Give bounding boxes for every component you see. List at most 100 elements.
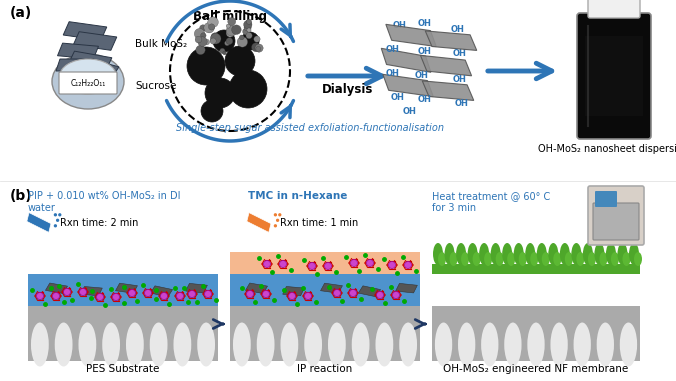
Ellipse shape [496,252,504,266]
Ellipse shape [456,243,466,265]
FancyBboxPatch shape [595,191,617,207]
Text: Rxn time: 1 min: Rxn time: 1 min [280,218,358,228]
Text: OH: OH [391,93,405,102]
Circle shape [210,38,216,44]
Circle shape [97,293,103,301]
Circle shape [226,29,235,37]
Ellipse shape [126,322,144,367]
Ellipse shape [507,252,515,266]
Circle shape [225,46,255,76]
Circle shape [199,25,206,31]
Circle shape [228,18,236,26]
Text: (a): (a) [10,6,32,20]
Ellipse shape [435,322,452,367]
Circle shape [229,70,267,108]
Circle shape [58,213,62,216]
Circle shape [189,290,195,298]
Text: PIP + 0.010 wt% OH-MoS₂ in DI
water: PIP + 0.010 wt% OH-MoS₂ in DI water [28,191,180,213]
Circle shape [176,293,183,299]
Ellipse shape [565,252,573,266]
Circle shape [205,78,235,108]
Circle shape [210,34,221,44]
Circle shape [274,213,277,216]
Polygon shape [64,22,107,40]
Ellipse shape [233,322,251,367]
Polygon shape [80,287,102,296]
Circle shape [195,36,202,43]
Ellipse shape [31,322,49,367]
Text: OH-MoS₂ engineered NF membrane: OH-MoS₂ engineered NF membrane [443,364,629,374]
Polygon shape [247,213,271,232]
Text: OH-MoS₂ nanosheet dispersion: OH-MoS₂ nanosheet dispersion [539,144,676,154]
Circle shape [204,22,214,33]
Ellipse shape [78,322,96,367]
Polygon shape [57,43,99,59]
Ellipse shape [174,322,191,367]
Ellipse shape [55,322,72,367]
Ellipse shape [491,243,501,265]
Text: OH: OH [386,69,400,77]
Text: OH: OH [451,24,465,34]
Text: OH: OH [455,99,469,107]
Text: Single-step sugar assisted exfoliation-functionalisation: Single-step sugar assisted exfoliation-f… [176,123,444,133]
Text: OH: OH [386,45,400,53]
Ellipse shape [560,243,570,265]
Polygon shape [420,55,472,76]
Ellipse shape [304,322,322,367]
FancyBboxPatch shape [230,306,420,361]
Ellipse shape [530,252,538,266]
FancyBboxPatch shape [593,203,639,240]
Circle shape [393,291,400,298]
Ellipse shape [629,243,639,265]
Circle shape [204,39,210,45]
Ellipse shape [461,252,469,266]
Circle shape [237,37,247,47]
Circle shape [404,261,412,269]
Circle shape [243,28,249,35]
Circle shape [366,259,374,266]
Polygon shape [245,283,268,293]
Text: PES Substrate: PES Substrate [87,364,160,374]
Ellipse shape [328,322,346,367]
Circle shape [220,48,225,54]
Ellipse shape [102,322,120,367]
Ellipse shape [527,322,545,367]
FancyBboxPatch shape [28,306,218,361]
Circle shape [226,24,231,28]
Circle shape [196,45,206,54]
Ellipse shape [352,322,370,367]
Circle shape [224,41,230,46]
Ellipse shape [571,243,581,265]
Ellipse shape [617,243,627,265]
FancyBboxPatch shape [59,72,117,94]
Circle shape [274,224,277,227]
Circle shape [324,263,331,269]
Polygon shape [27,213,51,232]
Ellipse shape [588,252,596,266]
Text: OH: OH [453,75,467,83]
Ellipse shape [52,54,124,109]
Text: C₁₂H₂₂O₁₁: C₁₂H₂₂O₁₁ [70,78,105,88]
Ellipse shape [623,252,631,266]
Ellipse shape [611,252,619,266]
Text: OH: OH [418,96,432,104]
Ellipse shape [518,252,527,266]
Circle shape [243,21,252,29]
Ellipse shape [445,243,454,265]
Ellipse shape [197,322,215,367]
Ellipse shape [473,252,481,266]
Ellipse shape [438,252,446,266]
Circle shape [256,46,261,51]
Circle shape [53,293,59,299]
Circle shape [241,32,259,50]
Ellipse shape [537,243,547,265]
Polygon shape [45,283,68,293]
Polygon shape [73,32,117,50]
Circle shape [350,259,358,266]
FancyBboxPatch shape [588,0,640,18]
FancyBboxPatch shape [230,274,420,306]
FancyBboxPatch shape [230,252,420,274]
Circle shape [201,33,206,38]
Polygon shape [422,81,474,101]
Circle shape [226,38,233,45]
